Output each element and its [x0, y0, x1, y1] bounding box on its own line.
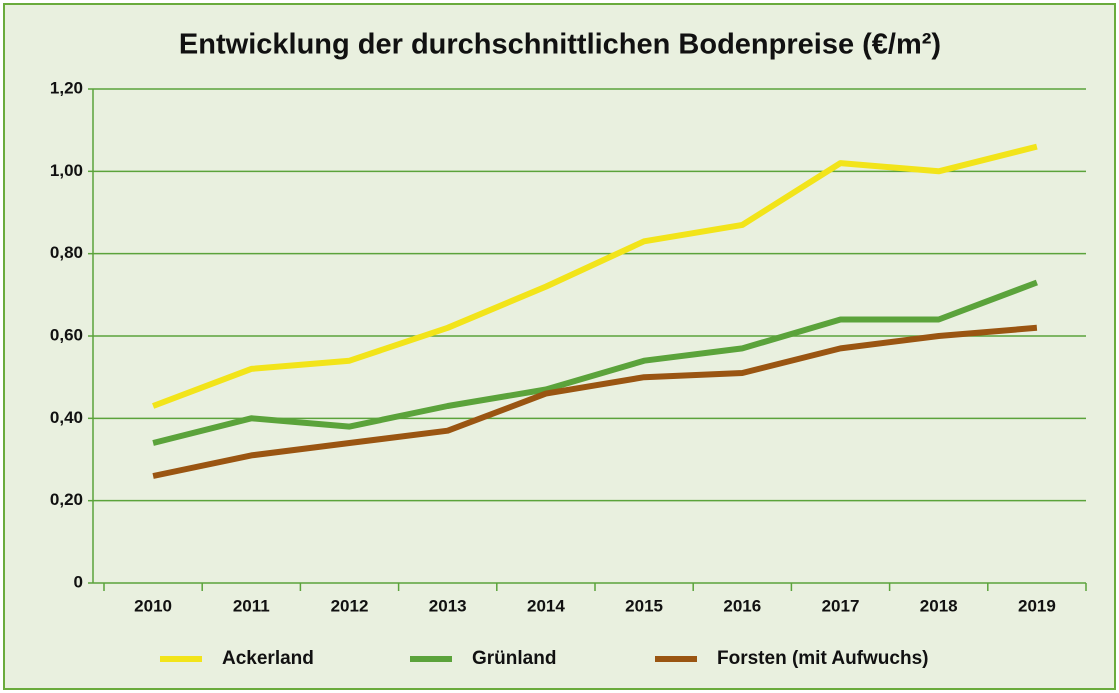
- legend-label: Grünland: [472, 648, 556, 669]
- y-tick-label: 0,20: [50, 490, 83, 509]
- y-tick-label: 0,80: [50, 243, 83, 262]
- y-tick-label: 0,60: [50, 325, 83, 344]
- y-tick-label: 0: [74, 572, 83, 591]
- x-tick-label: 2018: [920, 596, 958, 615]
- chart-background: [3, 3, 1116, 690]
- y-tick-label: 0,40: [50, 408, 83, 427]
- x-tick-label: 2015: [625, 596, 663, 615]
- x-tick-label: 2012: [331, 596, 369, 615]
- chart-title: Entwicklung der durchschnittlichen Boden…: [179, 29, 941, 61]
- data-line: [152, 324, 1038, 479]
- x-tick-label: 2016: [723, 596, 761, 615]
- x-tick-label: 2019: [1018, 596, 1056, 615]
- legend-label: Forsten (mit Aufwuchs): [717, 648, 928, 669]
- x-tick-label: 2010: [134, 596, 172, 615]
- legend-label: Ackerland: [222, 648, 314, 669]
- x-tick-label: 2013: [429, 596, 467, 615]
- data-line: [152, 279, 1038, 446]
- x-tick-label: 2014: [527, 596, 565, 615]
- data-line: [152, 143, 1038, 409]
- y-tick-label: 1,00: [50, 161, 83, 180]
- x-tick-label: 2011: [233, 596, 270, 615]
- y-tick-label: 1,20: [50, 78, 83, 97]
- x-tick-label: 2017: [822, 596, 860, 615]
